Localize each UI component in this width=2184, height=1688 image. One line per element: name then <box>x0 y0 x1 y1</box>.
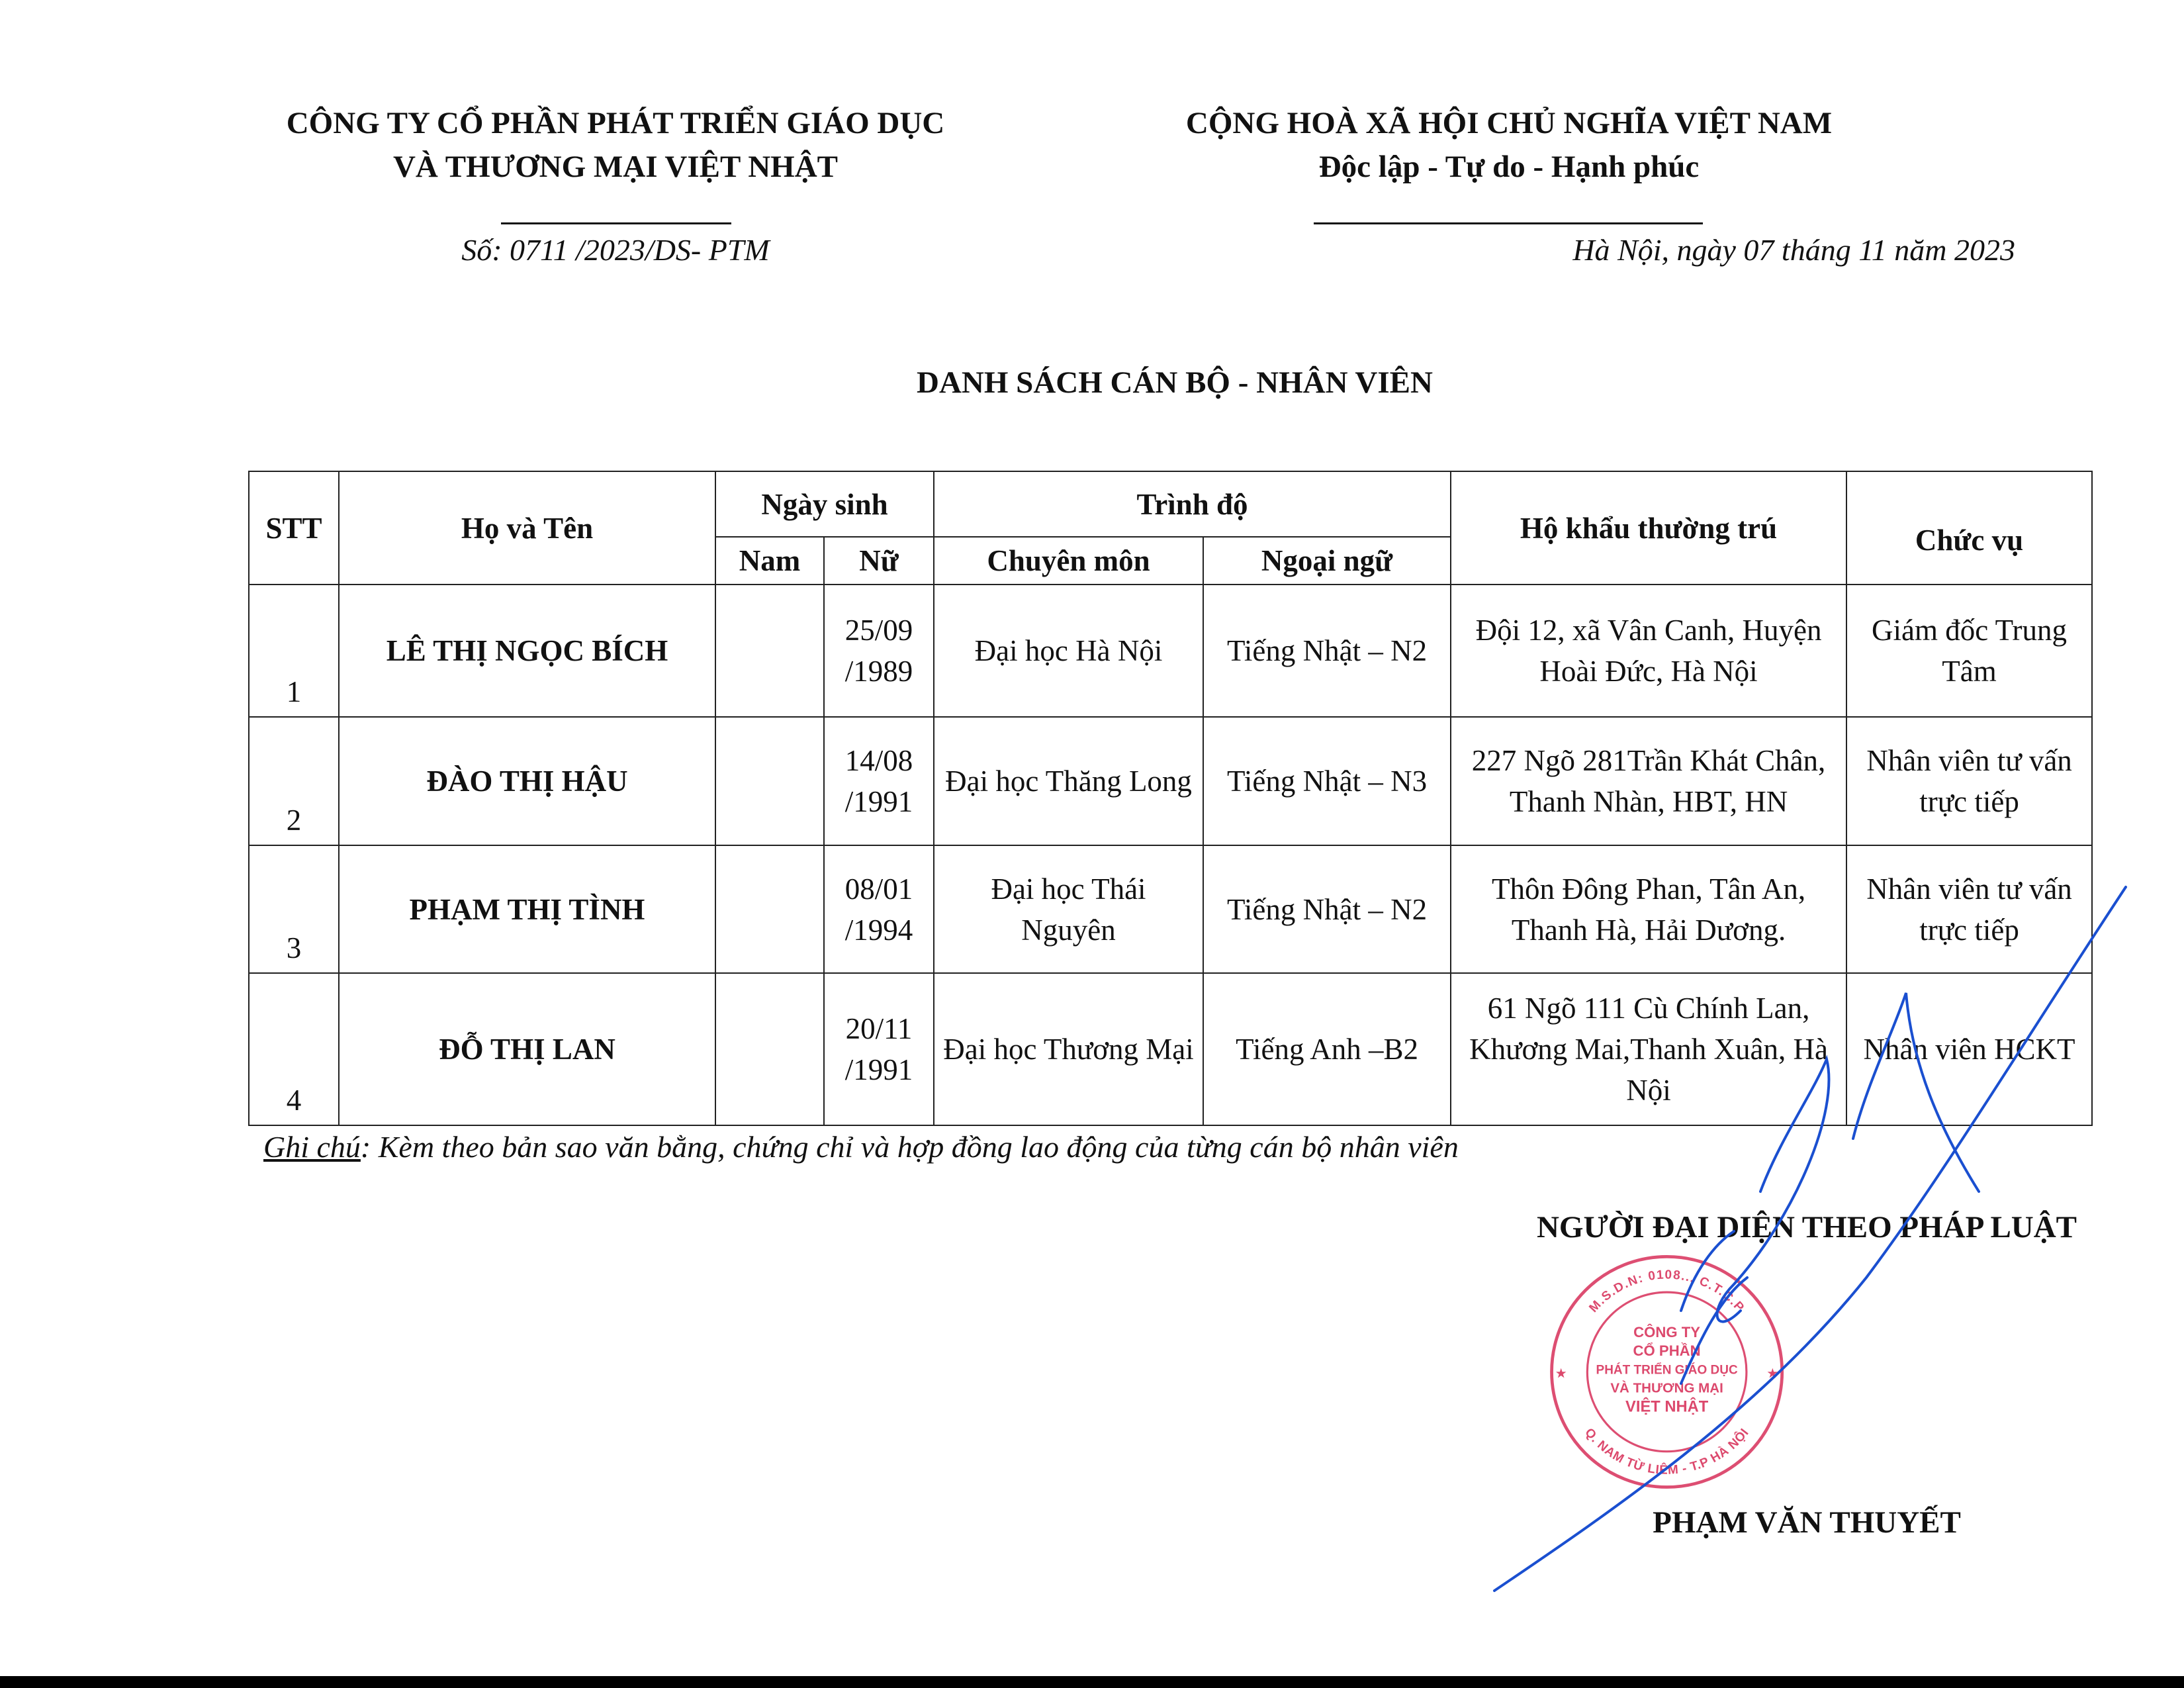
seal-text: VIỆT NHẬT <box>1625 1397 1709 1416</box>
seal-text: VÀ THƯƠNG MẠI <box>1610 1380 1723 1395</box>
seal-text: PHÁT TRIỂN GIÁO DỤC <box>1596 1363 1738 1378</box>
cell-address: Thôn Đông Phan, Tân An, Thanh Hà, Hải Dư… <box>1450 845 1848 974</box>
table-row: 1 LÊ THỊ NGỌC BÍCH 25/09 /1989 Đại học Hà N… <box>248 584 2093 718</box>
seal-text: CỔ PHẦN <box>1633 1342 1701 1359</box>
national-title: CỘNG HOÀ XÃ HỘI CHỦ NGHĨA VIỆT NAM <box>1185 106 1833 140</box>
cell-address: 227 Ngõ 281Trần Khát Chân, Thanh Nhàn, H… <box>1450 716 1848 846</box>
header-level: Trình độ <box>933 471 1452 538</box>
cell-stt: 4 <box>248 972 340 1126</box>
staff-table: STT Họ và Tên Ngày sinh Trình độ Hộ khẩu… <box>248 471 2093 1126</box>
cell-male <box>715 584 825 718</box>
cell-position: Nhân viên HCKT <box>1846 972 2093 1126</box>
company-seal: M.S.D.N: 0108... C.T.C.P Q. NAM TỪ LIÊM … <box>1550 1254 1784 1489</box>
cell-stt: 2 <box>248 716 340 846</box>
cell-name: LÊ THỊ NGỌC BÍCH <box>338 584 716 718</box>
document-title: DANH SÁCH CÁN BỘ - NHÂN VIÊN <box>917 365 1433 400</box>
cell-male <box>715 972 825 1126</box>
cell-name: ĐÀO THỊ HẬU <box>338 716 716 846</box>
cell-language: Tiếng Nhật – N2 <box>1203 584 1452 718</box>
star-icon: ★ <box>1556 1366 1567 1380</box>
cell-major: Đại học Thăng Long <box>933 716 1205 846</box>
header-female: Nữ <box>823 536 935 585</box>
cell-position: Nhân viên tư vấn trực tiếp <box>1846 716 2093 846</box>
seal-text: CÔNG TY <box>1633 1324 1700 1340</box>
cell-address: 61 Ngõ 111 Cù Chính Lan, Khương Mai,Than… <box>1450 972 1848 1126</box>
cell-male <box>715 845 825 974</box>
cell-major: Đại học Thương Mại <box>933 972 1205 1126</box>
header-major: Chuyên môn <box>933 536 1205 585</box>
cell-position: Nhân viên tư vấn trực tiếp <box>1846 845 2093 974</box>
signature <box>1493 886 2127 1592</box>
cell-female: 14/08 /1991 <box>823 716 935 846</box>
header-male: Nam <box>715 536 825 585</box>
cell-name: PHẠM THỊ TÌNH <box>338 845 716 974</box>
cell-major: Đại học Thái Nguyên <box>933 845 1205 974</box>
note: Ghi chú: Kèm theo bản sao văn bằng, chứn… <box>263 1129 2091 1166</box>
cell-major: Đại học Hà Nội <box>933 584 1205 718</box>
cell-name: ĐỖ THỊ LAN <box>338 972 716 1126</box>
table-row: 4 ĐỖ THỊ LAN 20/11 /1991 Đại học Thương Mại… <box>248 972 2093 1126</box>
cell-address: Đội 12, xã Vân Canh, Huyện Hoài Đức, Hà … <box>1450 584 1848 718</box>
cell-female: 08/01 /1994 <box>823 845 935 974</box>
company-name-line2: VÀ THƯƠNG MẠI VIỆT NHẬT <box>392 150 839 184</box>
signature-role: NGƯỜI ĐẠI DIỆN THEO PHÁP LUẬT <box>1536 1210 2077 1244</box>
cell-stt: 1 <box>248 584 340 718</box>
table-section: STT Họ và Tên Ngày sinh Trình độ Hộ khẩu… <box>248 471 2093 1166</box>
note-label: Ghi chú <box>263 1130 361 1164</box>
national-motto: Độc lập - Tự do - Hạnh phúc <box>1318 150 1700 184</box>
header-dob: Ngày sinh <box>714 471 935 538</box>
document-date: Hà Nội, ngày 07 tháng 11 năm 2023 <box>1572 233 2015 267</box>
header-address: Hộ khẩu thường trú <box>1450 471 1848 585</box>
table-row: 3 PHẠM THỊ TÌNH 08/01 /1994 Đại học Thái Ng… <box>248 845 2093 974</box>
note-text: : Kèm theo bản sao văn bằng, chứng chỉ v… <box>360 1130 1459 1164</box>
divider <box>501 222 731 224</box>
cell-female: 20/11 /1991 <box>823 972 935 1126</box>
scan-edge <box>0 1676 2184 1688</box>
header-position: Chức vụ <box>1846 471 2093 585</box>
company-name-line1: CÔNG TY CỔ PHẦN PHÁT TRIỂN GIÁO DỤC <box>286 106 945 140</box>
signatory-name: PHẠM VĂN THUYẾT <box>1653 1505 1961 1540</box>
cell-stt: 3 <box>248 845 340 974</box>
header-stt: STT <box>248 471 340 585</box>
divider <box>1314 222 1703 224</box>
header-language: Ngoại ngữ <box>1203 536 1452 585</box>
cell-language: Tiếng Nhật – N3 <box>1203 716 1452 846</box>
cell-male <box>715 716 825 846</box>
cell-female: 25/09 /1989 <box>823 584 935 718</box>
table-row: 2 ĐÀO THỊ HẬU 14/08 /1991 Đại học Thăng Lon… <box>248 716 2093 846</box>
cell-language: Tiếng Anh –B2 <box>1203 972 1452 1126</box>
document-number: Số: 0711 /2023/DS- PTM <box>461 233 770 267</box>
cell-position: Giám đốc Trung Tâm <box>1846 584 2093 718</box>
cell-language: Tiếng Nhật – N2 <box>1203 845 1452 974</box>
header-name: Họ và Tên <box>338 471 716 585</box>
